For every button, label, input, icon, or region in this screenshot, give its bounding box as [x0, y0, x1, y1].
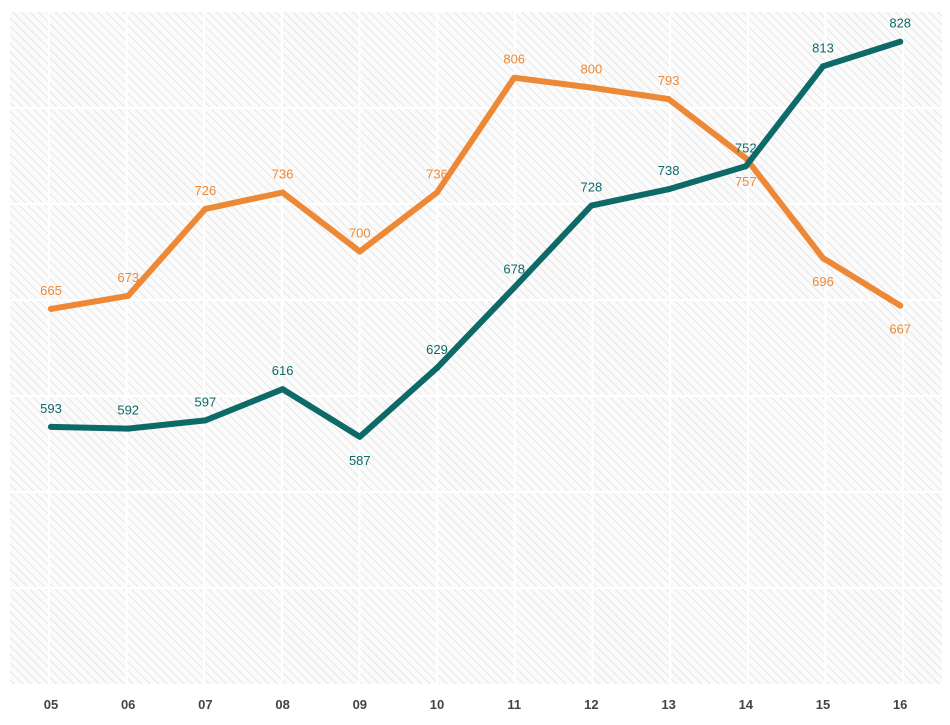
- gridlines: [10, 12, 942, 684]
- orange-series-point: [48, 305, 54, 312]
- orange-series-data-label: 793: [658, 73, 680, 88]
- teal-series-point: [820, 63, 826, 70]
- teal-series-data-label: 738: [658, 163, 680, 178]
- series-lines: [48, 38, 904, 440]
- orange-series-data-label: 665: [40, 283, 62, 298]
- teal-series-point: [356, 433, 363, 440]
- teal-series-data-label: 678: [503, 262, 525, 277]
- orange-series-data-label: 806: [503, 52, 525, 67]
- teal-series-point: [125, 425, 132, 432]
- teal-series-data-label: 592: [117, 403, 139, 418]
- teal-series-point: [511, 284, 518, 291]
- orange-series-point: [665, 96, 672, 103]
- x-tick-label: 11: [507, 697, 521, 712]
- x-tick-label: 13: [661, 697, 675, 712]
- teal-series-data-label: 593: [40, 401, 62, 416]
- orange-series-point: [356, 248, 363, 255]
- data-labels: 665 673 726 736 700 736 806 800 793 757 696 667 593 5…: [40, 16, 911, 468]
- orange-series-data-label: 673: [117, 270, 139, 285]
- teal-series-point: [897, 38, 904, 45]
- x-tick-label: 08: [275, 697, 289, 712]
- teal-series-point: [48, 423, 54, 430]
- orange-series-point: [588, 84, 595, 91]
- orange-series-data-label: 757: [735, 174, 757, 189]
- x-tick-label: 16: [893, 697, 907, 712]
- orange-series-data-label: 700: [349, 226, 371, 241]
- teal-series-point: [742, 163, 749, 170]
- teal-series-point: [279, 386, 286, 393]
- teal-series-data-label: 597: [195, 394, 217, 409]
- orange-series-data-label: 696: [812, 274, 834, 289]
- teal-series-data-label: 629: [426, 342, 448, 357]
- orange-series-point: [202, 205, 209, 212]
- orange-series-point: [279, 189, 286, 196]
- teal-series-data-label: 828: [889, 16, 911, 31]
- orange-series-point: [125, 292, 132, 299]
- x-tick-label: 10: [430, 697, 444, 712]
- x-tick-label: 05: [44, 697, 58, 712]
- orange-series-line: [48, 74, 904, 312]
- orange-series-point: [897, 302, 904, 309]
- teal-series-data-label: 813: [812, 40, 834, 55]
- orange-series-data-label: 726: [195, 183, 217, 198]
- x-tick-label: 07: [198, 697, 212, 712]
- orange-series-data-label: 736: [272, 166, 294, 181]
- teal-series-point: [665, 186, 672, 193]
- x-tick-label: 14: [739, 697, 754, 712]
- x-tick-label: 09: [353, 697, 367, 712]
- orange-series-point: [434, 189, 440, 196]
- orange-series-data-label: 667: [889, 322, 911, 337]
- teal-series-line: [48, 38, 904, 440]
- teal-series-data-label: 728: [581, 180, 603, 195]
- x-tick-label: 06: [121, 697, 135, 712]
- x-tick-label: 12: [584, 697, 598, 712]
- orange-series-point: [511, 74, 518, 81]
- plot-area-background: [10, 12, 942, 684]
- teal-series-data-label: 752: [735, 140, 757, 155]
- orange-series-point: [820, 255, 826, 262]
- teal-series-point: [202, 417, 209, 424]
- x-axis-ticks: 05 06 07 08 09 10 11 12 13 14 15 16: [44, 697, 908, 712]
- orange-series-data-label: 736: [426, 166, 448, 181]
- teal-series-point: [588, 202, 595, 209]
- teal-series-data-label: 616: [272, 363, 294, 378]
- teal-series-data-label: 587: [349, 453, 371, 468]
- teal-series-point: [434, 364, 440, 371]
- x-tick-label: 15: [816, 697, 830, 712]
- orange-series-data-label: 800: [581, 62, 603, 77]
